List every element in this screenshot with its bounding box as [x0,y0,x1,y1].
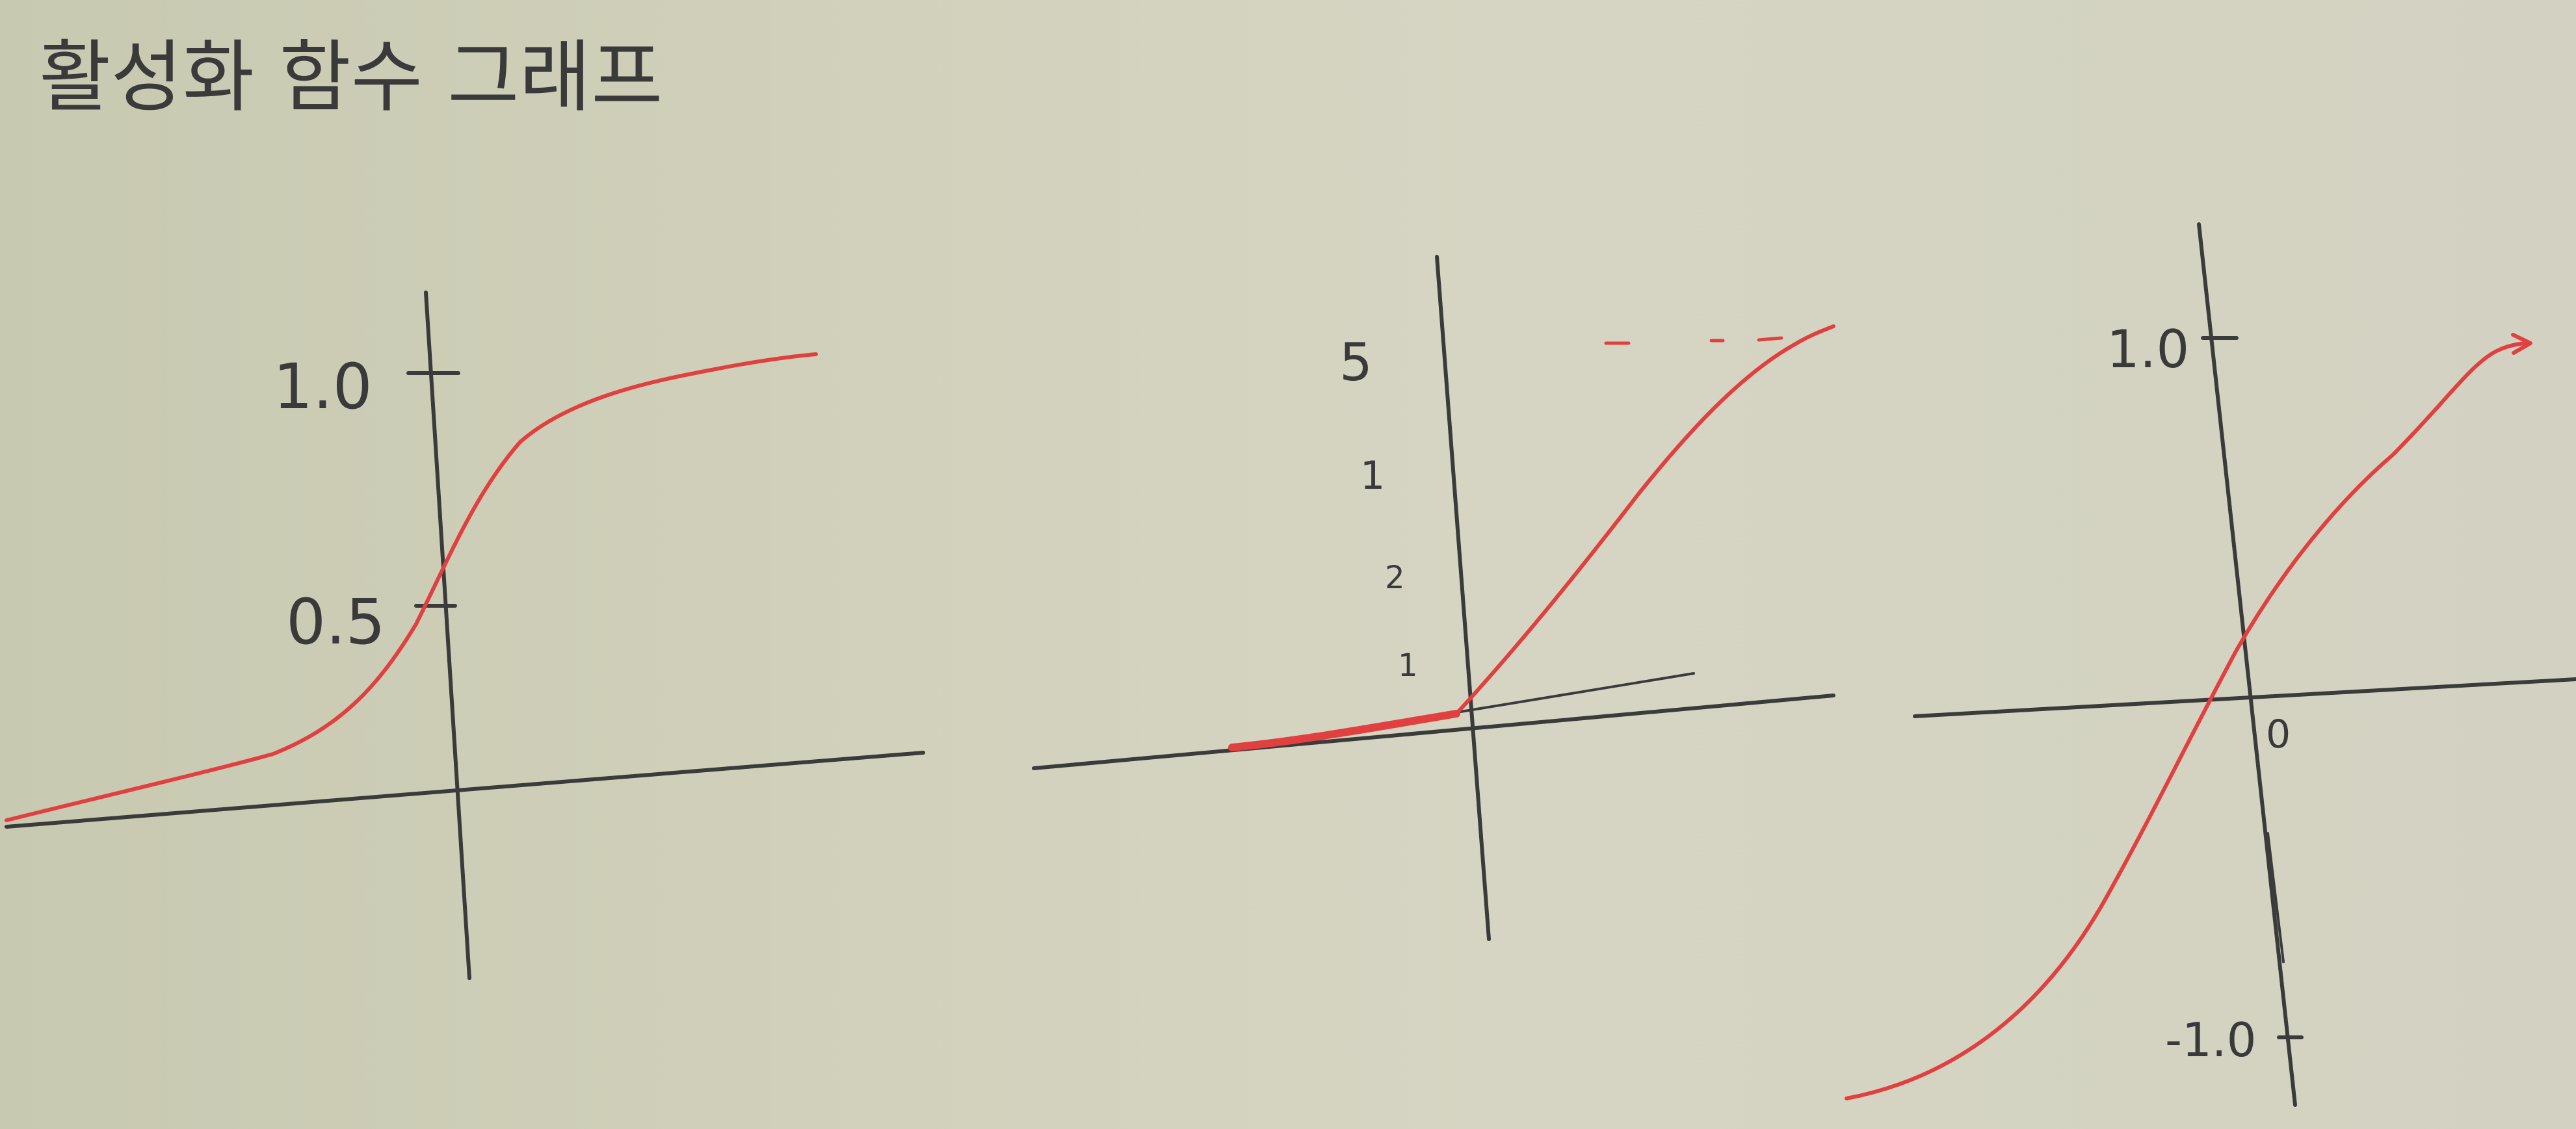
tanh-tick-label-1: 1.0 [2107,319,2189,380]
sigmoid-tick-label-1: 1.0 [273,350,373,423]
relu-tick-label-1b: 1 [1398,647,1418,684]
sigmoid-y-axis [424,291,471,980]
relu-tick-label-2: 2 [1385,560,1405,596]
tanh-tick-label-0: 0 [2266,712,2291,757]
tanh-y-axis-extra [2267,832,2285,963]
sigmoid-graph: 1.0 0.5 [5,291,925,980]
tanh-curve [1845,341,2531,1100]
page-title: 활성화 함수 그래프 [39,32,663,123]
tanh-arrowhead-icon [2511,333,2532,355]
sigmoid-curve [5,352,818,822]
relu-tick-label-5: 5 [1339,332,1373,393]
relu-graph: 5 1 2 1 [1032,255,1835,941]
relu-mark-dash [1757,336,1783,342]
tanh-y-axis [2197,222,2297,1107]
relu-curve-rise [1454,324,1835,716]
tanh-graph: 1.0 0 -1.0 [1845,222,2576,1107]
tanh-x-axis [1913,677,2576,718]
relu-curve-flat [1228,710,1460,751]
relu-x-axis [1032,694,1835,770]
sigmoid-tick-label-half: 0.5 [286,586,386,658]
relu-y-axis [1435,255,1491,941]
sigmoid-x-axis [5,751,925,829]
tanh-tick-label-neg1: -1.0 [2165,1013,2256,1067]
relu-tick-label-1a: 1 [1360,453,1385,499]
